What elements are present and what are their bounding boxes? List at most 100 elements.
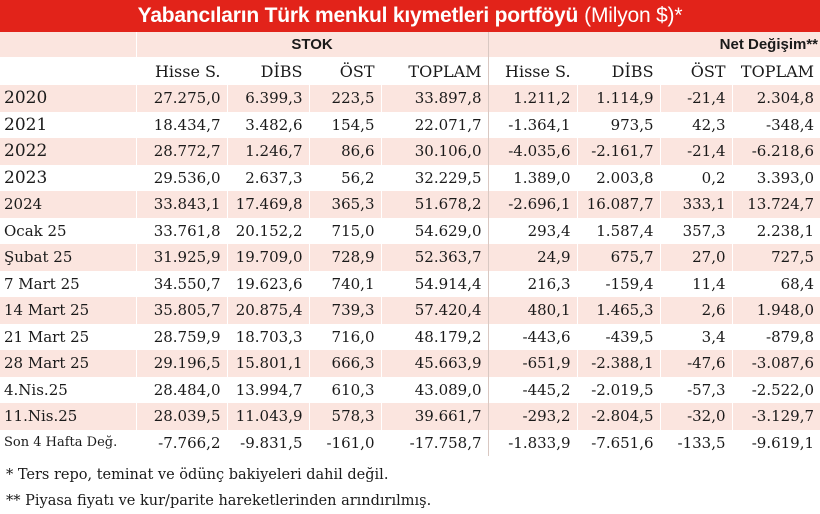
table-cell: 223,5: [308, 85, 381, 112]
table-cell: 54.629,0: [380, 217, 489, 244]
table-cell: 2.637,3: [226, 164, 309, 191]
table-cell: -2.522,0: [731, 376, 820, 403]
table-cell: 32.229,5: [380, 164, 489, 191]
table-cell: -6.218,6: [731, 138, 820, 165]
col-header-net-ost: ÖST: [659, 57, 733, 85]
row-label: 2023: [0, 164, 136, 191]
table-cell: 216,3: [487, 270, 578, 297]
table-cell: -439,5: [576, 323, 661, 350]
table-cell: 0,2: [659, 164, 733, 191]
table-cell: 365,3: [308, 191, 381, 218]
table-row: 28 Mart 25 29.196,5 15.801,1 666,3 45.663,9-…: [0, 350, 820, 377]
title-unit: (Milyon $)*: [584, 4, 683, 27]
table-cell: -443,6: [487, 323, 578, 350]
group-stok: STOK: [135, 32, 489, 57]
table-cell: 20.875,4: [226, 297, 309, 324]
table-cell: 715,0: [308, 217, 381, 244]
table-cell: -4.035,6: [487, 138, 578, 165]
table-cell: 19.623,6: [226, 270, 309, 297]
table-cell: 33.843,1: [135, 191, 227, 218]
group-net-change: Net Değişim**: [487, 32, 820, 57]
table-cell: 27.275,0: [135, 85, 227, 112]
table-cell: 154,5: [308, 111, 381, 138]
table-cell: 740,1: [308, 270, 381, 297]
group-header-row: STOK Net Değişim**: [0, 32, 820, 57]
chart-title: Yabancıların Türk menkul kıymetleri port…: [0, 0, 820, 32]
table-cell: 2.238,1: [731, 217, 820, 244]
table-cell: 16.087,7: [576, 191, 661, 218]
table-cell: 18.703,3: [226, 323, 309, 350]
table-cell: 52.363,7: [380, 244, 489, 271]
table-cell: 33.761,8: [135, 217, 227, 244]
table-cell: 42,3: [659, 111, 733, 138]
table-cell: 48.179,2: [380, 323, 489, 350]
table-row: 2024 33.843,1 17.469,8 365,3 51.678,2 -2.696,…: [0, 191, 820, 218]
table-cell: 28.759,9: [135, 323, 227, 350]
row-label: Şubat 25: [0, 244, 136, 271]
table-cell: 1.465,3: [576, 297, 661, 324]
table-cell: 13.994,7: [226, 376, 309, 403]
table-row: 14 Mart 25 35.805,7 20.875,4 739,3 57.420,4 4…: [0, 297, 820, 324]
table-body: 2020 27.275,0 6.399,3 223,5 33.897,8 1.211,2 1…: [0, 85, 820, 456]
table-cell: 17.469,8: [226, 191, 309, 218]
table-cell: -3.087,6: [731, 350, 820, 377]
table-cell: 19.709,0: [226, 244, 309, 271]
table-cell: -159,4: [576, 270, 661, 297]
table-cell: -2.019,5: [576, 376, 661, 403]
table-cell: -7.651,6: [576, 429, 661, 456]
table-cell: 3.393,0: [731, 164, 820, 191]
table-row: 2020 27.275,0 6.399,3 223,5 33.897,8 1.211,2 1…: [0, 85, 820, 112]
table-cell: 11.043,9: [226, 403, 309, 430]
table-cell: 15.801,1: [226, 350, 309, 377]
table-cell: 86,6: [308, 138, 381, 165]
footnote-2: ** Piyasa fiyatı ve kur/parite hareketle…: [6, 493, 432, 509]
row-label: 2021: [0, 111, 136, 138]
row-label: 28 Mart 25: [0, 350, 136, 377]
table-cell: 24,9: [487, 244, 578, 271]
col-header-stok-toplam: TOPLAM: [380, 57, 489, 85]
table-cell: 1.246,7: [226, 138, 309, 165]
table-cell: 2.304,8: [731, 85, 820, 112]
table-cell: 480,1: [487, 297, 578, 324]
table-cell: -21,4: [659, 85, 733, 112]
table-cell: 1.948,0: [731, 297, 820, 324]
table-cell: 27,0: [659, 244, 733, 271]
col-header-stok-dibs: DİBS: [226, 57, 309, 85]
table-cell: 1.587,4: [576, 217, 661, 244]
row-label: 2020: [0, 85, 136, 112]
table-cell: 2,6: [659, 297, 733, 324]
table-cell: -2.696,1: [487, 191, 578, 218]
table-row: Son 4 Hafta Değ. -7.766,2 -9.831,5 -161,0 -1…: [0, 429, 820, 456]
table-cell: 3,4: [659, 323, 733, 350]
table-cell: 68,4: [731, 270, 820, 297]
table-cell: 333,1: [659, 191, 733, 218]
corner-cell-sub: [0, 57, 136, 85]
table-cell: -47,6: [659, 350, 733, 377]
table-cell: -9.831,5: [226, 429, 309, 456]
col-header-net-hisse: Hisse S.: [487, 57, 578, 85]
table-row: Şubat 25 31.925,9 19.709,0 728,9 52.363,7 24,…: [0, 244, 820, 271]
col-header-stok-ost: ÖST: [308, 57, 381, 85]
table-cell: -17.758,7: [380, 429, 489, 456]
table-cell: 34.550,7: [135, 270, 227, 297]
table-cell: 3.482,6: [226, 111, 309, 138]
column-header-row: Hisse S. DİBS ÖST TOPLAM Hisse S. DİBS Ö…: [0, 57, 820, 85]
table-row: 7 Mart 25 34.550,7 19.623,6 740,1 54.914,4 21…: [0, 270, 820, 297]
table-cell: 18.434,7: [135, 111, 227, 138]
table-cell: 357,3: [659, 217, 733, 244]
table-cell: -2.804,5: [576, 403, 661, 430]
row-label: 14 Mart 25: [0, 297, 136, 324]
row-label: 2024: [0, 191, 136, 218]
table-row: 4.Nis.25 28.484,0 13.994,7 610,3 43.089,0 -44…: [0, 376, 820, 403]
table-cell: 1.114,9: [576, 85, 661, 112]
table-cell: 33.897,8: [380, 85, 489, 112]
table-cell: 43.089,0: [380, 376, 489, 403]
table-cell: -1.364,1: [487, 111, 578, 138]
table-cell: -57,3: [659, 376, 733, 403]
portfolio-table: STOK Net Değişim** Hisse S. DİBS ÖST TOP…: [0, 32, 820, 456]
table-cell: -879,8: [731, 323, 820, 350]
table-cell: 28.484,0: [135, 376, 227, 403]
row-label: Son 4 Hafta Değ.: [0, 429, 136, 456]
table-cell: -348,4: [731, 111, 820, 138]
table-cell: 45.663,9: [380, 350, 489, 377]
